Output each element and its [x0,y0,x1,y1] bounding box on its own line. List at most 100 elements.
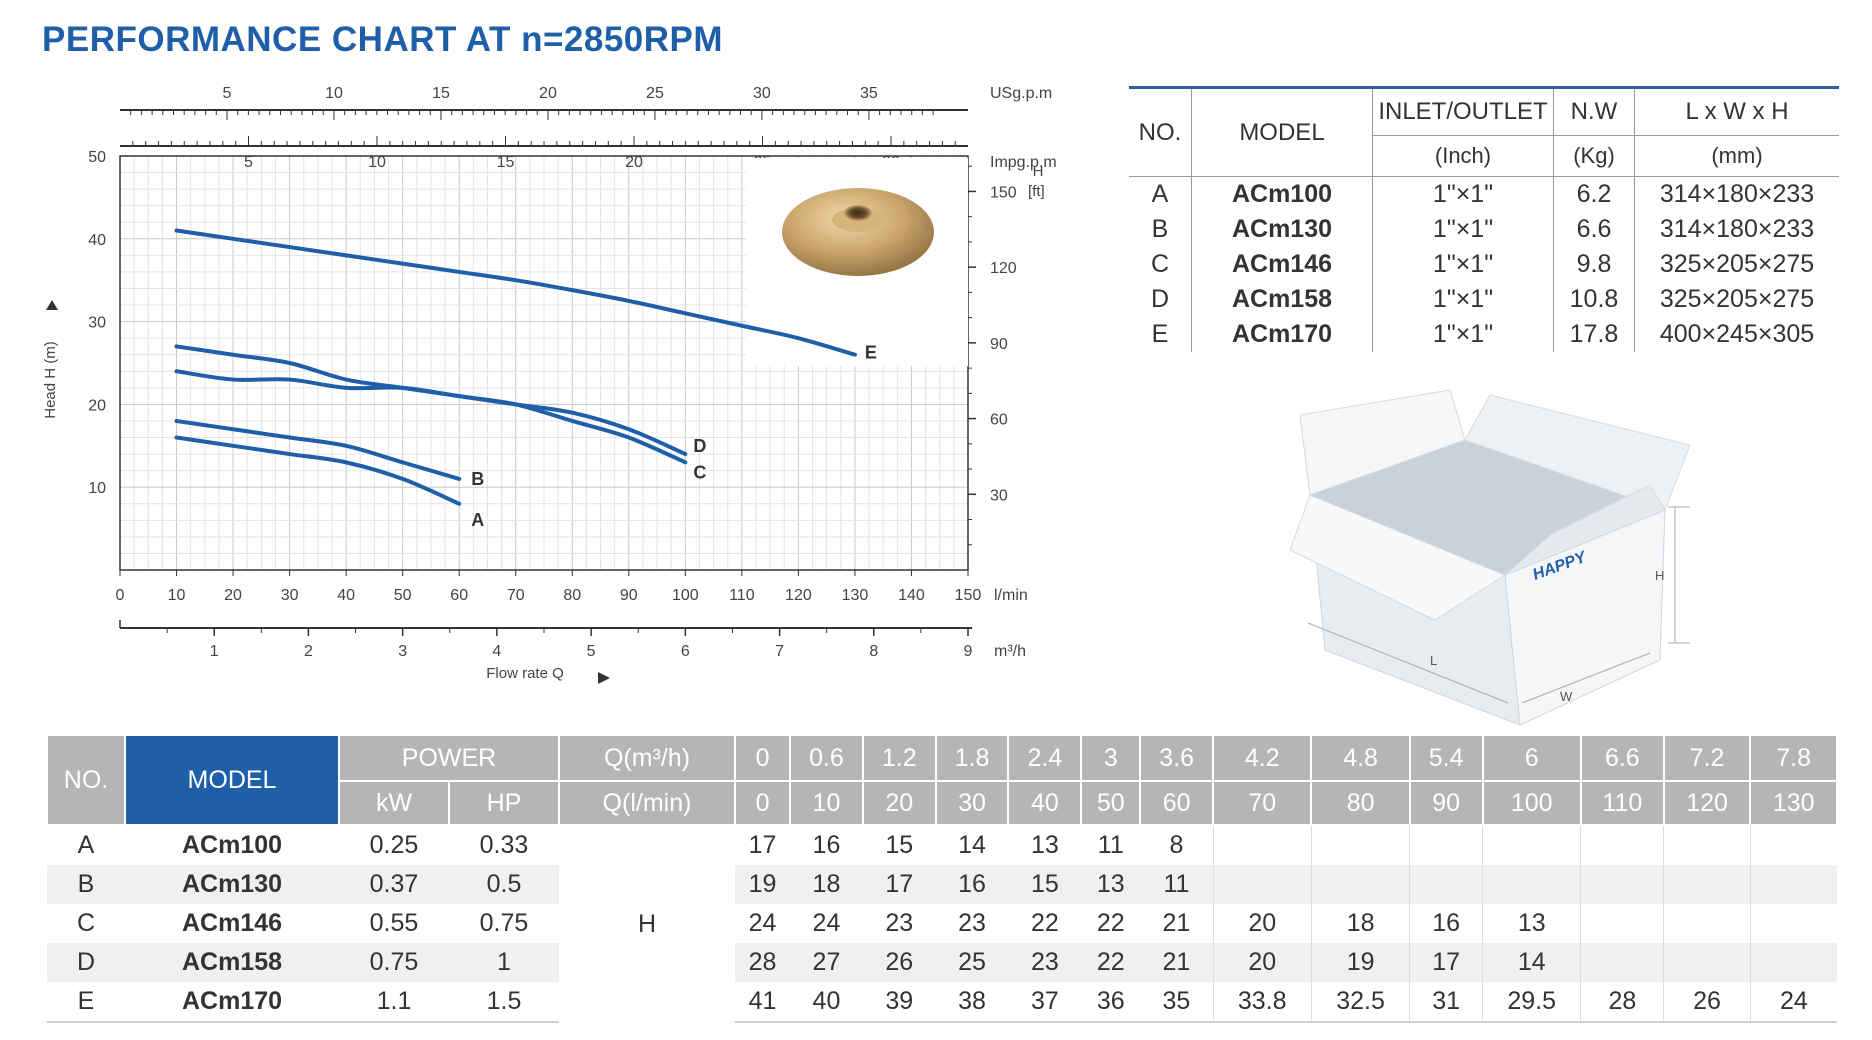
perf-hp: 1 [449,943,559,982]
curve-label-A: A [471,510,484,530]
performance-chart: 10 20 30 40 50 Head H (m) 0 10 20 30 40 50 60 70 80 90 1… [42,85,1057,684]
perf-header-q-m3h: Q(m³/h) [558,734,736,782]
spec-inlet: 1"×1" [1372,176,1554,212]
perf-q-m3h-cell: 5.4 [1408,734,1484,782]
spec-header-inlet: INLET/OUTLET [1372,86,1554,136]
perf-q-m3h-cell: 4.2 [1212,734,1313,782]
perf-no: A [47,825,125,865]
x-tick-label: 60 [450,587,468,604]
perf-h-cell [1663,904,1751,943]
perf-h-cell [1749,865,1837,904]
x-tick-label: 20 [224,587,242,604]
perf-h-cell [1409,825,1483,865]
perf-h-cell: 31 [1409,982,1483,1023]
perf-q-m3h-cell: 6.6 [1579,734,1665,782]
perf-h-cell: 20 [1212,904,1312,943]
perf-q-lmin-cell: 50 [1080,780,1142,826]
perf-q-m3h-cell: 3.6 [1139,734,1215,782]
perf-header-model: MODEL [124,734,340,826]
perf-h-cell [1212,865,1312,904]
perf-h-cell: 17 [1409,943,1483,982]
perf-h-cell: 27 [790,943,863,982]
feet-tick-label: 30 [990,487,1008,504]
y-tick-label: 20 [88,397,106,414]
perf-h-cell: 11 [1081,825,1141,865]
perf-h-cell: 13 [1482,904,1581,943]
m3h-unit-label: m³/h [994,643,1026,660]
feet-axis-title: H [1033,163,1044,180]
perf-h-cell: 13 [1081,865,1141,904]
perf-h-cell: 18 [790,865,863,904]
perf-model: ACm130 [125,865,339,904]
curve-label-D: D [693,436,706,456]
page-title: PERFORMANCE CHART AT n=2850RPM [42,20,724,59]
perf-h-cell [1409,865,1483,904]
perf-h-cell: 24 [1749,982,1837,1023]
perf-q-m3h-cell: 4.8 [1310,734,1411,782]
y-axis-label: Head H (m) [42,341,59,419]
perf-h-cell: 11 [1140,865,1214,904]
box-label-w: W [1560,689,1573,704]
perf-hp: 0.5 [449,865,559,904]
perf-h-cell [1580,865,1664,904]
perf-h-cell [1749,904,1837,943]
spec-inlet: 1"×1" [1372,317,1554,352]
perf-h-cell: 39 [862,982,936,1023]
m3h-tick-label: 5 [587,643,596,660]
spec-model: ACm170 [1191,317,1373,352]
x-tick-label: 120 [785,587,812,604]
perf-row: C ACm146 0.55 0.75 24 24 23 23 22 22 21 … [47,904,1837,943]
x-tick-label: 0 [116,587,125,604]
perf-h-cell: 15 [862,825,936,865]
usgpm-tick-label: 30 [753,85,771,102]
feet-tick-label: 60 [990,412,1008,429]
spec-header-model: MODEL [1191,86,1373,177]
perf-h-cell: 37 [1008,982,1082,1023]
spec-row: B ACm130 1"×1" 6.6 314×180×233 [1129,212,1839,247]
perf-h-cell: 19 [1310,943,1410,982]
feet-tick-label: 150 [990,184,1017,201]
m3h-tick-label: 3 [398,643,407,660]
perf-h-cell: 41 [735,982,791,1023]
spec-nw: 6.6 [1553,212,1635,247]
x-tick-label: 10 [168,587,186,604]
spec-dims: 400×245×305 [1634,317,1839,352]
x-tick-label: 40 [337,587,355,604]
spec-row: E ACm170 1"×1" 17.8 400×245×305 [1129,317,1839,352]
perf-q-lmin-cell: 110 [1579,780,1665,826]
perf-model: ACm146 [125,904,339,943]
y-tick-label: 40 [88,232,106,249]
perf-row: E ACm170 1.1 1.5 41 40 39 38 37 36 35 33… [47,982,1837,1023]
spec-header-dims: L x W x H [1634,86,1839,136]
x-tick-label: 80 [563,587,581,604]
curve-label-E: E [865,343,877,363]
spec-no: C [1150,250,1170,278]
spec-model: ACm146 [1191,247,1373,282]
perf-header-hp: HP [448,780,560,826]
x-tick-label: 70 [507,587,525,604]
perf-q-m3h-cell: 1.2 [861,734,937,782]
perf-q-lmin-cell: 0 [733,780,792,826]
perf-q-lmin-cell: 70 [1212,780,1313,826]
perf-h-cell [1212,825,1312,865]
perf-h-cell: 21 [1140,904,1214,943]
perf-h-cell: 17 [862,865,936,904]
perf-h-cell [1580,943,1664,982]
spec-model: ACm100 [1191,176,1373,212]
perf-h-cell: 36 [1081,982,1141,1023]
spec-dims: 325×205×275 [1634,282,1839,317]
perf-h-cell: 40 [790,982,863,1023]
y-tick-label: 30 [88,315,106,332]
perf-h-cell [1749,825,1837,865]
perf-q-m3h-cell: 7.8 [1749,734,1838,782]
perf-header-power: POWER [338,734,560,782]
perf-h-cell: 17 [735,825,791,865]
impeller-photo [746,158,968,366]
perf-h-cell: 21 [1140,943,1214,982]
perf-kw: 1.1 [339,982,449,1023]
perf-h-cell [1749,943,1837,982]
feet-tick-label: 120 [990,260,1017,277]
curve-B [174,418,462,481]
perf-kw: 0.37 [339,865,449,904]
perf-h-cell: 28 [1580,982,1664,1023]
